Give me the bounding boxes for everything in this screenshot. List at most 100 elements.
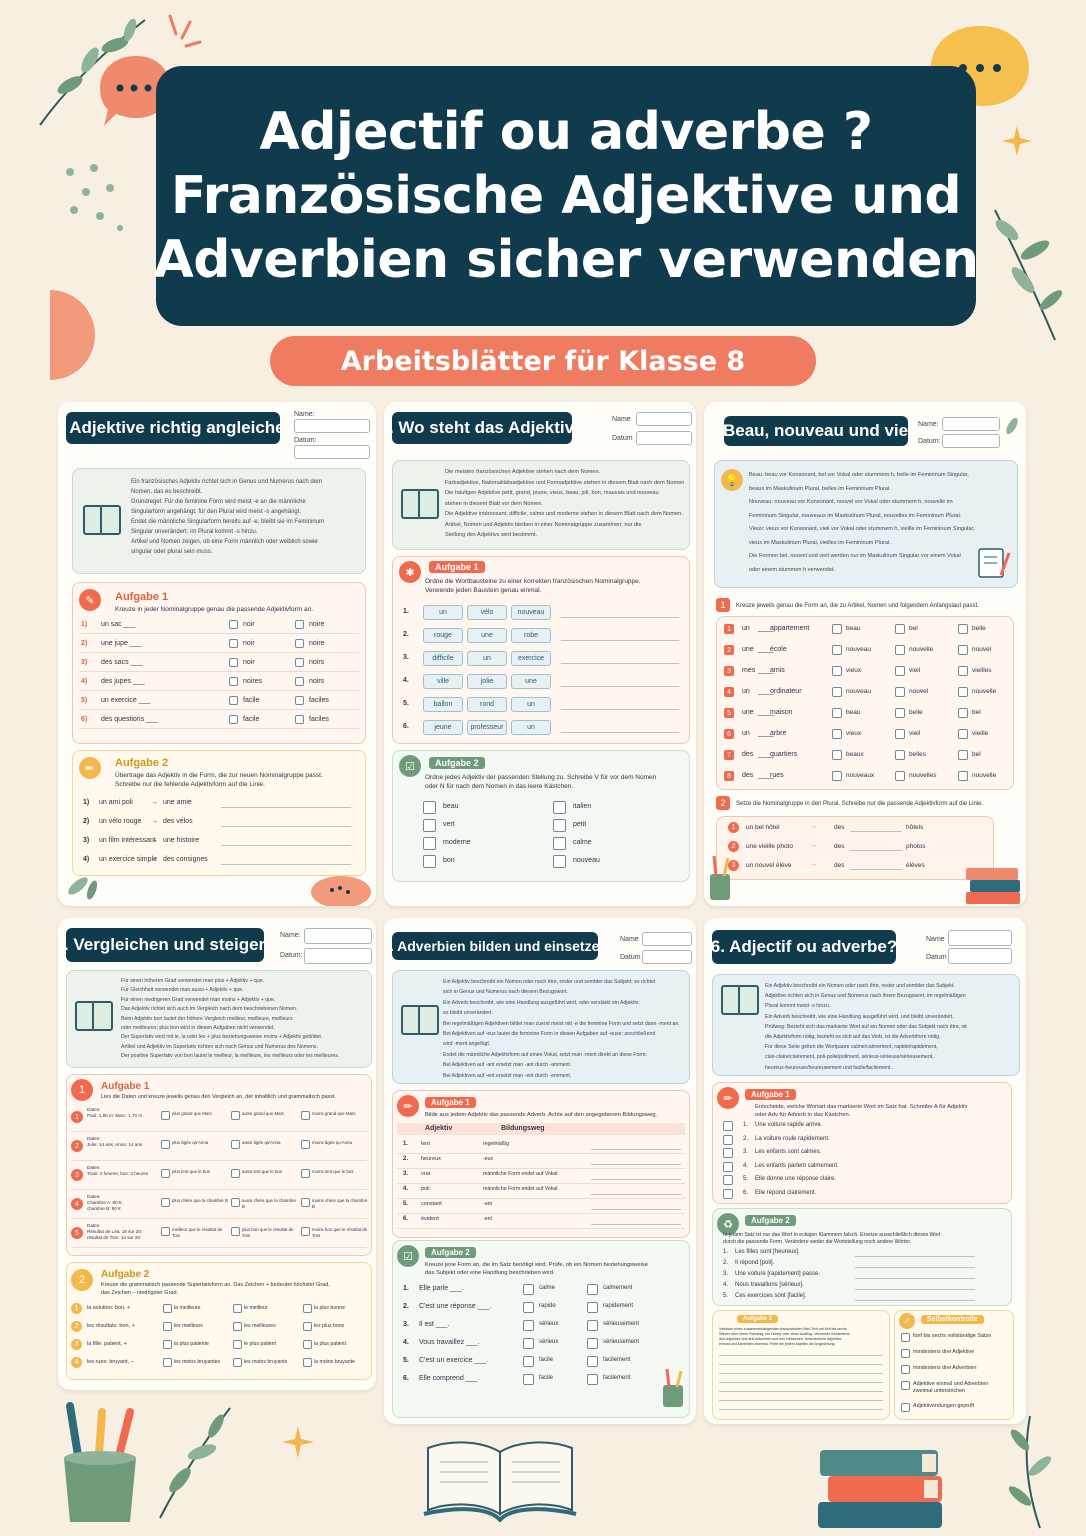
option-checkbox[interactable] [233,1322,242,1331]
option-checkbox[interactable] [832,771,842,781]
option-checkbox[interactable] [161,1227,170,1236]
writing-line[interactable] [719,1391,883,1392]
self-check-checkbox[interactable] [901,1381,910,1390]
option-checkbox[interactable] [832,666,842,676]
option-checkbox[interactable] [295,715,304,724]
answer-line[interactable] [561,663,679,664]
option-checkbox[interactable] [233,1358,242,1367]
option-checkbox[interactable] [832,729,842,739]
word-tile[interactable]: vélo [467,605,507,620]
option-checkbox[interactable] [523,1284,534,1295]
date-field[interactable] [304,948,372,964]
word-tile[interactable]: rouge [423,628,463,643]
option-checkbox[interactable] [587,1302,598,1313]
option-checkbox[interactable] [832,645,842,655]
option-checkbox[interactable] [587,1356,598,1367]
answer-box[interactable] [723,1121,733,1131]
word-tile[interactable]: difficile [423,651,463,666]
word-tile[interactable]: robe [511,628,551,643]
word-tile[interactable]: un [467,651,507,666]
option-checkbox[interactable] [161,1198,170,1207]
option-checkbox[interactable] [303,1358,312,1367]
option-checkbox[interactable] [301,1198,310,1207]
option-checkbox[interactable] [295,639,304,648]
self-check-checkbox[interactable] [901,1333,910,1342]
answer-line[interactable] [561,732,679,733]
answer-line[interactable] [855,1300,975,1301]
option-checkbox[interactable] [295,677,304,686]
answer-line[interactable] [591,1194,681,1195]
answer-line[interactable] [591,1179,681,1180]
writing-line[interactable] [719,1355,883,1356]
option-checkbox[interactable] [229,715,238,724]
word-tile[interactable]: une [467,628,507,643]
answer-line[interactable] [561,617,679,618]
word-tile[interactable]: rond [467,697,507,712]
option-checkbox[interactable] [587,1374,598,1385]
answer-line[interactable] [855,1278,975,1279]
writing-line[interactable] [719,1409,883,1410]
option-checkbox[interactable] [895,687,905,697]
option-checkbox[interactable] [301,1111,310,1120]
option-checkbox[interactable] [303,1304,312,1313]
option-checkbox[interactable] [523,1374,534,1385]
answer-box[interactable] [553,801,566,814]
option-checkbox[interactable] [163,1358,172,1367]
date-field[interactable] [948,948,1012,964]
word-tile[interactable]: un [423,605,463,620]
option-checkbox[interactable] [958,645,968,655]
word-tile[interactable]: nouveau [511,605,551,620]
option-checkbox[interactable] [895,750,905,760]
option-checkbox[interactable] [523,1356,534,1367]
answer-line[interactable] [591,1209,681,1210]
answer-box[interactable] [723,1161,733,1172]
answer-box[interactable] [423,819,436,832]
answer-box[interactable] [723,1148,733,1158]
answer-line[interactable] [850,869,902,870]
name-field[interactable] [304,928,372,944]
answer-box[interactable] [553,837,566,850]
option-checkbox[interactable] [229,658,238,667]
word-tile[interactable]: ballon [423,697,463,712]
option-checkbox[interactable] [163,1322,172,1331]
option-checkbox[interactable] [229,677,238,686]
date-field[interactable] [942,434,1000,448]
self-check-checkbox[interactable] [901,1403,910,1412]
word-tile[interactable]: un [511,720,551,735]
answer-line[interactable] [591,1149,681,1150]
answer-box[interactable] [553,855,566,868]
answer-box[interactable] [423,801,436,814]
date-field[interactable] [636,431,692,445]
option-checkbox[interactable] [303,1340,312,1349]
option-checkbox[interactable] [523,1302,534,1313]
option-checkbox[interactable] [832,750,842,760]
option-checkbox[interactable] [832,708,842,718]
option-checkbox[interactable] [587,1284,598,1295]
answer-line[interactable] [561,686,679,687]
option-checkbox[interactable] [301,1169,310,1178]
option-checkbox[interactable] [832,687,842,697]
word-tile[interactable]: exercice [511,651,551,666]
option-checkbox[interactable] [895,645,905,655]
answer-line[interactable] [221,864,351,865]
answer-line[interactable] [561,640,679,641]
option-checkbox[interactable] [895,708,905,718]
option-checkbox[interactable] [958,687,968,697]
option-checkbox[interactable] [301,1227,310,1236]
answer-box[interactable] [723,1134,733,1145]
option-checkbox[interactable] [303,1322,312,1331]
option-checkbox[interactable] [233,1340,242,1349]
option-checkbox[interactable] [163,1340,172,1349]
self-check-checkbox[interactable] [901,1365,910,1374]
option-checkbox[interactable] [229,620,238,629]
word-tile[interactable]: une [511,674,551,689]
option-checkbox[interactable] [229,639,238,648]
option-checkbox[interactable] [523,1320,534,1331]
answer-line[interactable] [221,807,351,808]
name-field[interactable] [294,419,370,433]
answer-line[interactable] [850,831,902,832]
answer-box[interactable] [723,1188,733,1199]
option-checkbox[interactable] [231,1227,240,1236]
writing-line[interactable] [719,1382,883,1383]
option-checkbox[interactable] [958,750,968,760]
